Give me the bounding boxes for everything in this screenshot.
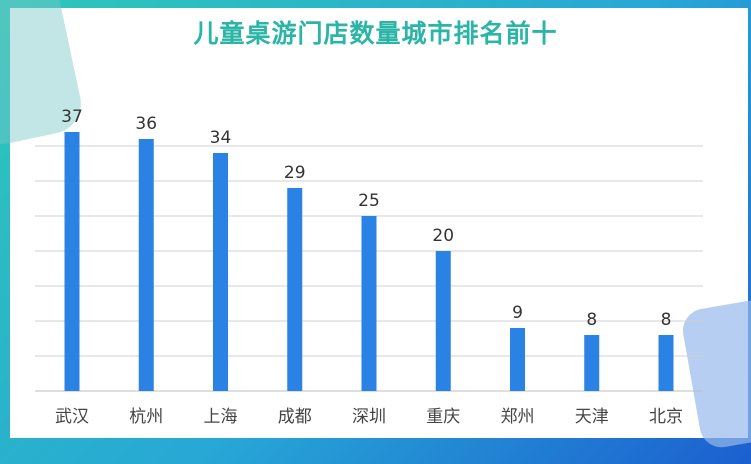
data-label: 36 [135,114,157,134]
x-tick-label: 上海 [204,407,238,427]
bar [213,153,228,391]
bar [287,188,303,391]
data-label: 29 [284,163,306,183]
bar [510,328,525,391]
data-label: 8 [661,310,672,330]
bar [584,335,600,391]
bar [138,139,154,391]
x-tick-label: 深圳 [352,407,386,427]
x-tick-label: 郑州 [501,407,535,427]
x-tick-label: 成都 [278,407,312,427]
data-label: 25 [358,191,380,211]
data-label: 37 [61,107,83,127]
bar [435,251,451,391]
x-tick-label: 天津 [575,407,609,427]
data-label: 34 [210,128,232,148]
chart-panel [10,8,748,438]
chart-title: 儿童桌游门店数量城市排名前十 [193,19,558,48]
x-tick-label: 武汉 [55,407,89,427]
data-label: 9 [512,303,523,323]
bar [658,335,674,391]
data-label: 8 [586,310,597,330]
x-tick-label: 杭州 [129,407,163,427]
x-tick-label: 重庆 [426,407,460,427]
bar [64,132,80,391]
x-tick-label: 北京 [649,407,683,427]
bar [361,216,377,391]
data-label: 20 [432,226,454,246]
